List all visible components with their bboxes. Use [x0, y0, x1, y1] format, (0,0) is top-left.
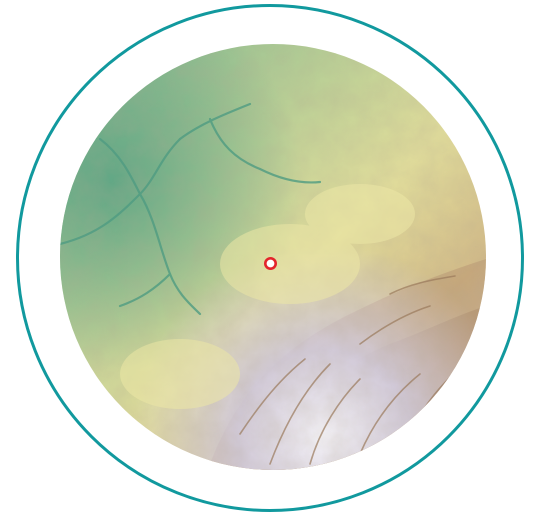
valley-network — [60, 102, 322, 316]
plain-highlights — [120, 184, 415, 409]
ridge-lines — [239, 275, 466, 465]
terrain-map-svg — [60, 44, 486, 470]
terrain-map[interactable] — [60, 44, 486, 470]
location-pin-icon[interactable] — [263, 256, 278, 271]
